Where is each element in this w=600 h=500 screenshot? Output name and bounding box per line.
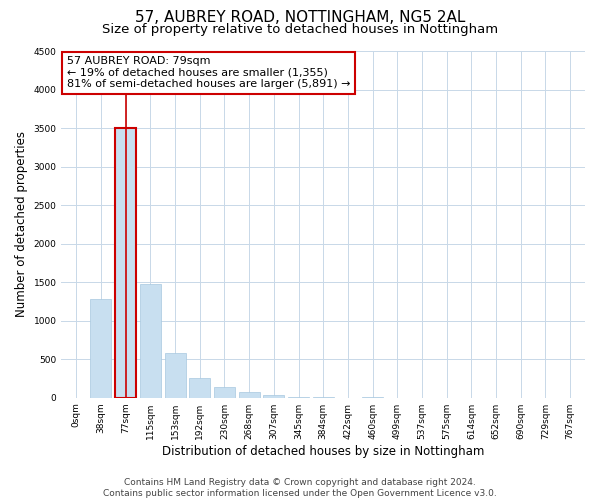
X-axis label: Distribution of detached houses by size in Nottingham: Distribution of detached houses by size … [162, 444, 484, 458]
Text: Contains HM Land Registry data © Crown copyright and database right 2024.
Contai: Contains HM Land Registry data © Crown c… [103, 478, 497, 498]
Text: 57, AUBREY ROAD, NOTTINGHAM, NG5 2AL: 57, AUBREY ROAD, NOTTINGHAM, NG5 2AL [135, 10, 465, 25]
Bar [214, 388, 235, 398]
Y-axis label: Number of detached properties: Number of detached properties [15, 132, 28, 318]
Bar [91, 299, 112, 398]
Text: 57 AUBREY ROAD: 79sqm
← 19% of detached houses are smaller (1,355)
81% of semi-d: 57 AUBREY ROAD: 79sqm ← 19% of detached … [67, 56, 350, 90]
Bar [189, 378, 210, 398]
Bar [288, 397, 309, 398]
Bar [115, 128, 136, 398]
Bar [140, 284, 161, 398]
Text: Size of property relative to detached houses in Nottingham: Size of property relative to detached ho… [102, 22, 498, 36]
Bar [115, 128, 136, 398]
Bar [239, 392, 260, 398]
Bar [263, 396, 284, 398]
Bar [164, 353, 185, 398]
